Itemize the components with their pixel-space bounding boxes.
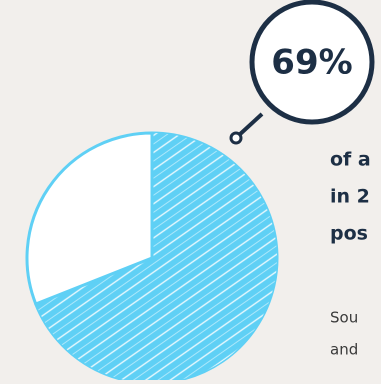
lead-text: of a xyxy=(330,149,371,171)
source-text: Sou xyxy=(330,309,358,327)
lead-text: in 2 xyxy=(330,186,370,208)
callout-bubble xyxy=(249,0,375,125)
pie-slice xyxy=(25,131,154,306)
pie xyxy=(25,131,279,384)
lead-text: pos xyxy=(330,223,368,245)
callout-tail xyxy=(236,112,264,138)
callout-dot xyxy=(229,131,243,145)
slice-hatch xyxy=(35,133,277,384)
source-text: and xyxy=(330,341,358,359)
callout-label: 69% xyxy=(271,43,352,83)
text-block: of a in 2 pos Sou and xyxy=(330,149,371,359)
